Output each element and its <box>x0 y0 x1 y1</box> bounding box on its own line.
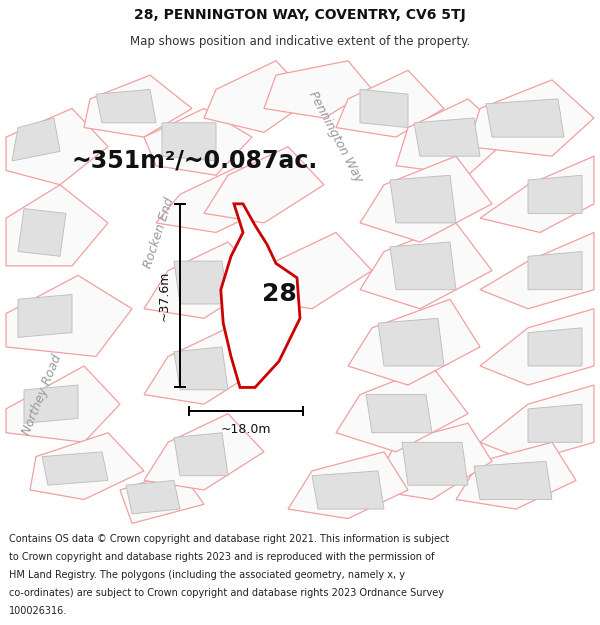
Polygon shape <box>156 166 276 232</box>
Polygon shape <box>528 328 582 366</box>
Polygon shape <box>18 294 72 338</box>
Polygon shape <box>402 442 468 485</box>
Polygon shape <box>360 89 408 127</box>
Text: 28: 28 <box>262 282 296 306</box>
Text: ~18.0m: ~18.0m <box>221 423 271 436</box>
Polygon shape <box>480 232 594 309</box>
Polygon shape <box>486 99 564 137</box>
Polygon shape <box>390 242 456 290</box>
Polygon shape <box>204 61 312 132</box>
Polygon shape <box>24 385 78 423</box>
Polygon shape <box>348 299 480 385</box>
Text: Pennington Way: Pennington Way <box>307 89 365 185</box>
Polygon shape <box>120 471 204 523</box>
Polygon shape <box>144 242 264 318</box>
Polygon shape <box>264 61 372 118</box>
Polygon shape <box>144 328 264 404</box>
Polygon shape <box>366 394 432 432</box>
Polygon shape <box>144 414 264 490</box>
Polygon shape <box>480 385 594 461</box>
Polygon shape <box>6 276 132 356</box>
Polygon shape <box>174 261 228 304</box>
Polygon shape <box>396 99 510 175</box>
Polygon shape <box>456 442 576 509</box>
Polygon shape <box>474 461 552 499</box>
Polygon shape <box>312 471 384 509</box>
Polygon shape <box>360 223 492 309</box>
Text: ~37.6m: ~37.6m <box>158 271 171 321</box>
Polygon shape <box>378 318 444 366</box>
Polygon shape <box>144 109 252 175</box>
Polygon shape <box>468 80 594 156</box>
Polygon shape <box>6 366 120 442</box>
Polygon shape <box>252 232 372 309</box>
Polygon shape <box>162 122 216 161</box>
Polygon shape <box>336 71 444 137</box>
Text: 28, PENNINGTON WAY, COVENTRY, CV6 5TJ: 28, PENNINGTON WAY, COVENTRY, CV6 5TJ <box>134 8 466 22</box>
Polygon shape <box>480 156 594 232</box>
Polygon shape <box>288 452 408 519</box>
Text: Northey Road: Northey Road <box>20 352 64 437</box>
Text: Rocken End: Rocken End <box>142 196 176 269</box>
Polygon shape <box>12 118 60 161</box>
Polygon shape <box>42 452 108 485</box>
Polygon shape <box>528 404 582 442</box>
Polygon shape <box>480 309 594 385</box>
Text: co-ordinates) are subject to Crown copyright and database rights 2023 Ordnance S: co-ordinates) are subject to Crown copyr… <box>9 588 444 598</box>
Polygon shape <box>96 89 156 122</box>
Polygon shape <box>6 185 108 266</box>
Polygon shape <box>30 432 144 499</box>
Polygon shape <box>390 175 456 223</box>
Polygon shape <box>372 423 492 499</box>
Polygon shape <box>221 204 300 388</box>
Text: Map shows position and indicative extent of the property.: Map shows position and indicative extent… <box>130 34 470 48</box>
Polygon shape <box>126 481 180 514</box>
Polygon shape <box>174 347 228 390</box>
Text: ~351m²/~0.087ac.: ~351m²/~0.087ac. <box>72 149 318 173</box>
Text: HM Land Registry. The polygons (including the associated geometry, namely x, y: HM Land Registry. The polygons (includin… <box>9 570 405 580</box>
Polygon shape <box>174 432 228 476</box>
Text: 100026316.: 100026316. <box>9 606 67 616</box>
Polygon shape <box>18 209 66 256</box>
Polygon shape <box>528 251 582 290</box>
Text: Contains OS data © Crown copyright and database right 2021. This information is : Contains OS data © Crown copyright and d… <box>9 534 449 544</box>
Polygon shape <box>84 75 192 137</box>
Polygon shape <box>528 175 582 213</box>
Polygon shape <box>204 147 324 223</box>
Polygon shape <box>360 156 492 242</box>
Polygon shape <box>414 118 480 156</box>
Polygon shape <box>336 366 468 452</box>
Polygon shape <box>6 109 108 185</box>
Text: to Crown copyright and database rights 2023 and is reproduced with the permissio: to Crown copyright and database rights 2… <box>9 552 434 562</box>
